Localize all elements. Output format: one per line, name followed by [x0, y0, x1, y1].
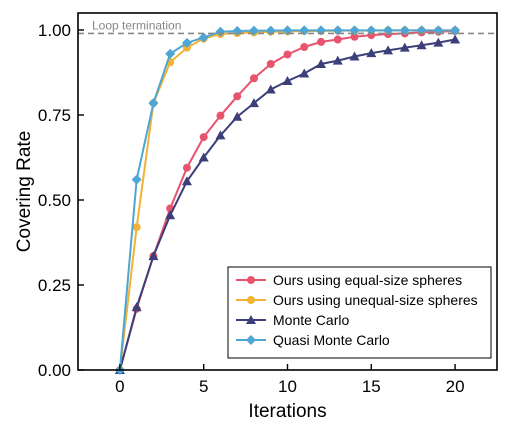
legend-box: [227, 266, 492, 359]
data-point: [383, 45, 394, 55]
data-point: [233, 92, 242, 101]
y-tick-label: 1.00: [38, 21, 71, 40]
x-tick-label: 5: [199, 377, 208, 396]
tick-layer: 0 5 10 15 20 0.00 0.25 0.50 0.75 1.00: [38, 21, 465, 396]
data-point: [300, 43, 309, 51]
x-tick-label: 0: [115, 377, 124, 396]
legend-label: Ours using unequal-size spheres: [273, 292, 478, 308]
data-point: [198, 152, 209, 162]
data-point: [416, 40, 427, 50]
data-point: [181, 176, 192, 186]
legend-label: Ours using equal-size spheres: [273, 272, 462, 288]
series-3: [114, 25, 461, 375]
y-tick-label: 0.00: [38, 361, 71, 380]
data-point: [248, 98, 259, 108]
data-point: [332, 55, 343, 65]
y-tick-label: 0.50: [38, 191, 71, 210]
y-axis-label: Covering Rate: [14, 131, 35, 252]
data-point: [131, 302, 142, 312]
data-point: [249, 74, 258, 83]
data-point: [148, 251, 159, 261]
data-point: [450, 34, 461, 44]
legend-swatch-marker: [246, 335, 256, 345]
data-point: [350, 32, 359, 41]
loop-termination-label: Loop termination: [92, 18, 181, 32]
data-point: [366, 48, 377, 58]
legend-entry: Monte Carlo: [236, 312, 349, 328]
x-tick-label: 10: [278, 377, 297, 396]
data-point: [132, 223, 141, 232]
legend: Ours using equal-size spheres Ours using …: [227, 266, 492, 359]
data-point: [215, 130, 226, 140]
legend-entry: Ours using unequal-size spheres: [236, 292, 478, 308]
data-point: [433, 37, 444, 47]
legend-swatch-marker: [247, 276, 255, 284]
data-point: [265, 84, 276, 94]
legend-label: Monte Carlo: [273, 312, 349, 328]
legend-swatch-marker: [247, 296, 255, 304]
data-point: [333, 35, 342, 44]
data-point: [349, 51, 360, 61]
x-tick-label: 15: [362, 377, 381, 396]
data-point: [216, 111, 225, 120]
legend-label: Quasi Monte Carlo: [273, 332, 390, 348]
legend-entry: Ours using equal-size spheres: [236, 272, 462, 288]
reference-line-layer: Loop termination: [78, 18, 497, 35]
data-point: [282, 76, 293, 85]
data-point: [131, 174, 142, 185]
data-point: [283, 50, 292, 59]
data-point: [165, 48, 176, 59]
data-point: [165, 210, 176, 220]
data-point: [148, 98, 159, 109]
data-point: [181, 37, 192, 48]
data-point: [199, 133, 208, 142]
x-axis-label: Iterations: [248, 401, 326, 422]
data-point: [399, 42, 410, 52]
data-point: [198, 32, 209, 43]
data-point: [182, 163, 191, 172]
x-tick-label: 20: [446, 377, 465, 396]
y-tick-label: 0.75: [38, 106, 71, 125]
legend-entry: Quasi Monte Carlo: [236, 332, 390, 348]
data-point: [316, 59, 327, 68]
y-tick-label: 0.25: [38, 276, 71, 295]
data-point: [266, 60, 275, 68]
data-point: [317, 37, 326, 46]
series-layer: [114, 25, 461, 375]
series-2: [114, 34, 461, 374]
data-point: [299, 68, 310, 78]
data-point: [232, 111, 243, 121]
legend-swatch-marker: [246, 315, 256, 324]
